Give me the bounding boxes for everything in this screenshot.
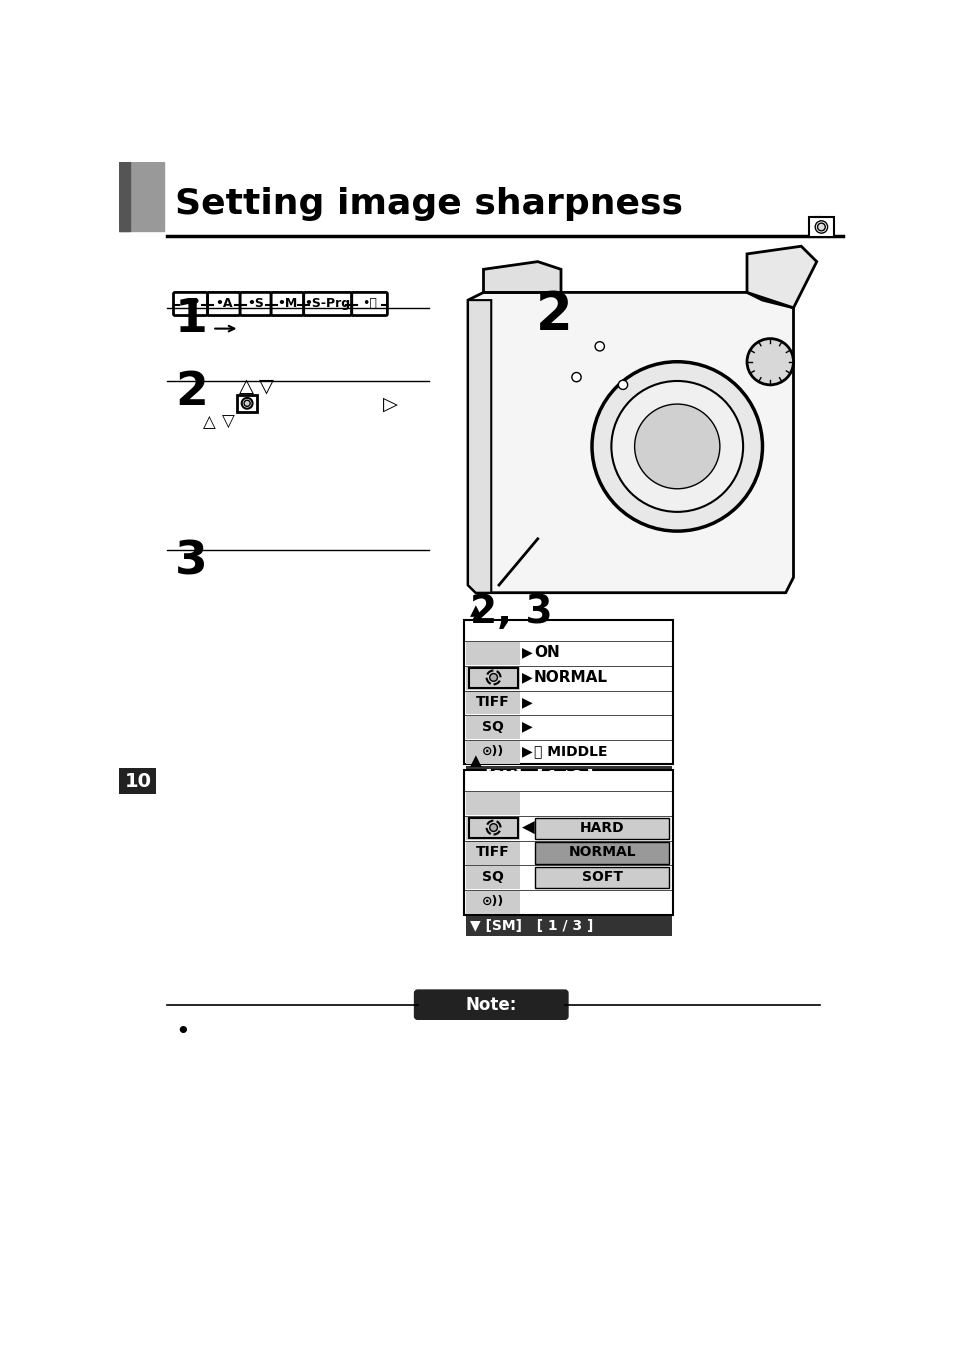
Text: ⊙)): ⊙)) — [481, 744, 503, 758]
Circle shape — [486, 821, 500, 835]
Text: Setting image sharpness: Setting image sharpness — [174, 187, 682, 221]
Circle shape — [244, 400, 250, 406]
Text: NORMAL: NORMAL — [568, 845, 636, 859]
Polygon shape — [468, 300, 491, 592]
Text: 3: 3 — [174, 540, 208, 584]
Bar — [468, 668, 517, 688]
Bar — [465, 841, 519, 864]
Circle shape — [489, 673, 497, 681]
Bar — [535, 867, 668, 888]
Text: ON: ON — [534, 645, 559, 661]
FancyBboxPatch shape — [271, 292, 303, 315]
Text: ▽: ▽ — [221, 413, 234, 431]
FancyBboxPatch shape — [303, 292, 352, 315]
Circle shape — [241, 398, 253, 409]
FancyBboxPatch shape — [415, 991, 567, 1019]
FancyBboxPatch shape — [352, 292, 387, 315]
Text: ▶: ▶ — [521, 646, 533, 660]
Text: ▼ [SM]   [ 1 / 3 ]: ▼ [SM] [ 1 / 3 ] — [470, 769, 593, 783]
Text: ▼ [SM]   [ 1 / 3 ]: ▼ [SM] [ 1 / 3 ] — [470, 919, 593, 933]
Circle shape — [817, 223, 824, 230]
FancyBboxPatch shape — [240, 292, 271, 315]
Text: SOFT: SOFT — [581, 870, 622, 884]
Bar — [465, 692, 519, 715]
Text: ▶: ▶ — [521, 720, 533, 734]
Circle shape — [611, 381, 742, 511]
Bar — [465, 716, 519, 739]
Text: ▲: ▲ — [470, 603, 481, 618]
Text: ▽: ▽ — [258, 377, 274, 396]
Bar — [535, 817, 668, 839]
Text: ▶: ▶ — [521, 670, 533, 684]
Text: ⊙)): ⊙)) — [481, 895, 503, 909]
Text: NORMAL: NORMAL — [534, 670, 607, 685]
Bar — [464, 770, 673, 914]
Text: HARD: HARD — [579, 821, 623, 835]
Polygon shape — [483, 261, 560, 292]
Text: •: • — [174, 1020, 190, 1043]
Circle shape — [815, 221, 827, 233]
Text: •M: •M — [277, 297, 297, 311]
Bar — [119, 162, 164, 230]
Bar — [465, 817, 519, 840]
Text: TIFF: TIFF — [476, 695, 509, 709]
Circle shape — [571, 373, 580, 382]
Bar — [465, 793, 519, 816]
Text: SQ: SQ — [481, 870, 503, 884]
Text: △: △ — [239, 377, 254, 396]
Text: Note:: Note: — [465, 996, 517, 1014]
Text: TIFF: TIFF — [476, 845, 509, 859]
Text: •A: •A — [214, 297, 233, 311]
Text: ▷: ▷ — [382, 394, 397, 413]
Text: 2, 3: 2, 3 — [470, 592, 553, 631]
Bar — [465, 642, 519, 665]
Text: △: △ — [203, 413, 215, 431]
Text: ▶: ▶ — [521, 695, 533, 709]
Text: •S: •S — [247, 297, 264, 311]
Bar — [236, 394, 257, 412]
Text: ▶: ▶ — [521, 744, 533, 758]
Text: 2: 2 — [174, 370, 208, 415]
Bar — [119, 162, 130, 230]
Polygon shape — [468, 292, 793, 592]
Bar — [464, 619, 673, 765]
Bar — [465, 666, 519, 689]
Bar — [119, 769, 156, 794]
Circle shape — [634, 404, 720, 489]
Text: •S-Prg: •S-Prg — [304, 297, 351, 311]
Circle shape — [746, 339, 793, 385]
Bar — [465, 891, 519, 914]
Text: 🏠 MIDDLE: 🏠 MIDDLE — [534, 744, 607, 758]
Bar — [465, 917, 671, 935]
Bar — [468, 818, 517, 839]
Text: •⛹: •⛹ — [362, 297, 376, 311]
Bar — [808, 217, 833, 237]
Text: 10: 10 — [124, 771, 152, 791]
Circle shape — [489, 824, 497, 832]
Circle shape — [486, 670, 500, 684]
FancyBboxPatch shape — [173, 292, 208, 315]
FancyBboxPatch shape — [208, 292, 240, 315]
Text: ▲: ▲ — [470, 752, 481, 769]
Bar — [465, 766, 671, 786]
Text: SQ: SQ — [481, 720, 503, 734]
Polygon shape — [746, 246, 816, 308]
Text: ◀: ◀ — [521, 818, 535, 837]
Text: 2: 2 — [535, 288, 572, 341]
Circle shape — [618, 380, 627, 389]
Text: •P: •P — [182, 297, 199, 311]
Text: 1: 1 — [174, 297, 208, 342]
Bar — [465, 865, 519, 890]
Bar — [465, 740, 519, 763]
Circle shape — [592, 362, 761, 532]
Bar — [535, 843, 668, 864]
Circle shape — [595, 342, 604, 351]
